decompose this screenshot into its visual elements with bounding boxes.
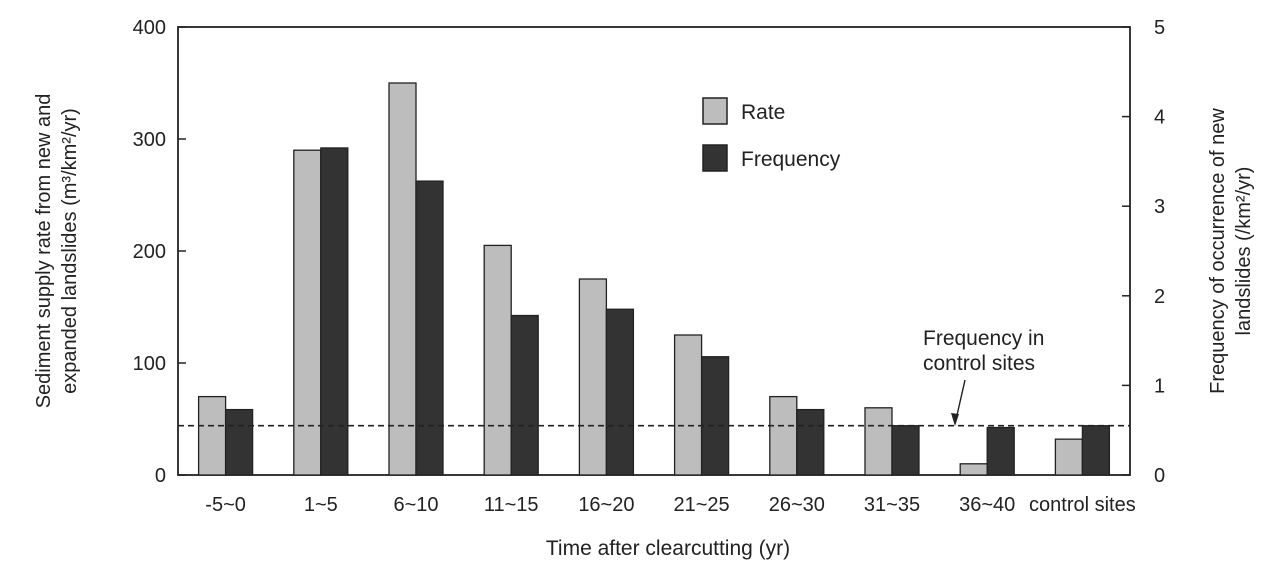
right-axis-label-line-1: Frequency of occurrence of new: [1207, 108, 1229, 394]
x-tick-label-2: 6~10: [393, 494, 438, 516]
axes: 0 100 200 300 400 0 1 2 3 4 5 -5~0 1~5 6~10 11~15 16~20…: [133, 17, 1166, 516]
bar-frequency-4: [605, 308, 635, 476]
left-tick-label-4: 400: [133, 17, 166, 39]
x-axis-label: Time after clearcutting (yr): [546, 537, 790, 560]
legend-label-rate: Rate: [741, 101, 785, 124]
bar-rate-4: [578, 278, 608, 476]
right-tick-label-4: 4: [1154, 107, 1165, 129]
right-tick-label-0: 0: [1154, 465, 1165, 487]
left-tick-label-1: 100: [133, 353, 166, 375]
left-tick-label-0: 0: [155, 465, 166, 487]
legend-label-frequency: Frequency: [741, 148, 841, 171]
bar-rate-9: [1054, 438, 1084, 476]
left-axis-label-line-1: Sediment supply rate from new and: [33, 94, 55, 409]
bar-frequency-9: [1081, 425, 1111, 476]
bar-rate-5: [673, 334, 703, 476]
x-tick-label-3: 11~15: [484, 494, 539, 516]
left-tick-label-3: 300: [133, 129, 166, 151]
annotation: Frequency in control sites: [923, 327, 1044, 426]
bar-frequency-6: [796, 408, 825, 476]
bar-frequency-5: [700, 356, 730, 476]
right-axis-label: Frequency of occurrence of new landslide…: [1207, 108, 1255, 394]
x-tick-label-6: 26~30: [769, 494, 825, 516]
x-tick-label-1: 1~5: [304, 494, 338, 516]
left-axis-label: Sediment supply rate from new and expand…: [33, 94, 81, 409]
right-tick-label-2: 2: [1154, 286, 1165, 308]
x-tick-label-4: 16~20: [578, 494, 634, 516]
right-axis-label-line-2: landslides (/km²/yr): [1233, 167, 1255, 336]
bar-rate-8: [959, 463, 988, 476]
bar-rate-1: [293, 149, 322, 476]
bar-frequency-0: [224, 408, 254, 476]
legend: Rate Frequency: [702, 97, 841, 172]
left-axis-label-line-2: expanded landslides (m³/km²/yr): [59, 108, 81, 394]
bar-frequency-3: [510, 314, 539, 476]
bar-rate-0: [197, 395, 227, 476]
legend-swatch-frequency: [702, 144, 728, 172]
right-tick-label-3: 3: [1154, 196, 1165, 218]
annotation-arrowhead: [951, 413, 959, 426]
bar-rate-7: [864, 407, 893, 476]
bar-frequency-1: [320, 147, 349, 476]
x-tick-label-0: -5~0: [205, 494, 246, 516]
annotation-line-1: Frequency in: [923, 327, 1044, 350]
left-tick-label-2: 200: [133, 241, 166, 263]
legend-swatch-rate: [702, 97, 728, 125]
bars: [197, 82, 1111, 476]
x-tick-label-7: 31~35: [864, 494, 920, 516]
x-tick-label-8: 36~40: [959, 494, 1015, 516]
right-tick-label-5: 5: [1154, 17, 1165, 39]
x-tick-label-9: control sites: [1029, 494, 1136, 516]
x-tick-label-5: 21~25: [674, 494, 730, 516]
bar-frequency-8: [986, 426, 1015, 476]
bar-rate-6: [769, 395, 798, 476]
right-tick-label-1: 1: [1154, 375, 1165, 397]
bar-frequency-7: [891, 425, 920, 476]
bar-rate-2: [388, 82, 417, 476]
annotation-line-2: control sites: [923, 352, 1035, 375]
bar-frequency-2: [415, 180, 444, 476]
bar-rate-3: [483, 244, 512, 476]
